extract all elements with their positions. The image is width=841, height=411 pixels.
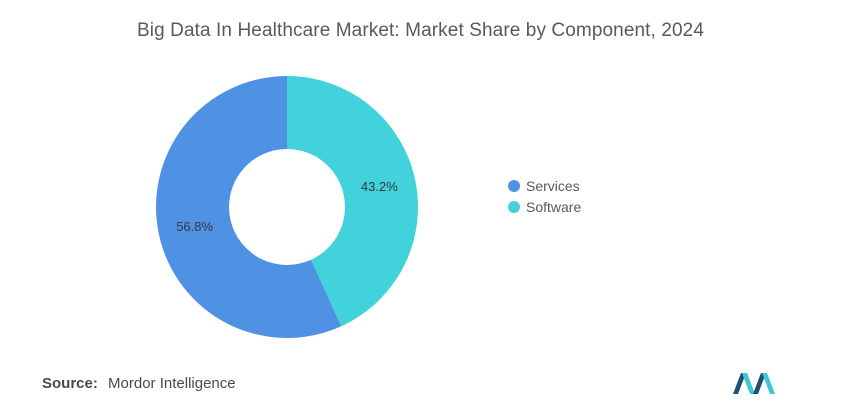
legend-dot-software [508, 200, 520, 213]
legend-label-software: Software [526, 198, 582, 215]
source-note: Source: Mordor Intelligence [42, 375, 236, 392]
donut-slices [155, 76, 418, 339]
legend-item-software: Software [508, 196, 581, 217]
slice-services [155, 76, 342, 339]
legend-item-services: Services [508, 175, 581, 196]
mordor-intelligence-logo-icon [733, 373, 775, 394]
slice-label-services: 56.8% [176, 219, 213, 234]
logo-n-dark [753, 373, 766, 394]
slice-software [287, 76, 418, 327]
chart-title: Big Data In Healthcare Market: Market Sh… [137, 20, 704, 41]
slice-labels: 43.2% 56.8% [176, 179, 398, 234]
logo-n-teal [762, 373, 775, 394]
logo-m-teal [742, 373, 755, 394]
logo-m-dark-left [733, 373, 746, 394]
source-label: Source: [42, 375, 98, 392]
source-text: Mordor Intelligence [108, 375, 236, 392]
legend-dot-services [508, 179, 520, 192]
legend-label-services: Services [526, 177, 580, 194]
legend: Services Software [508, 175, 581, 217]
slice-label-software: 43.2% [361, 179, 398, 194]
